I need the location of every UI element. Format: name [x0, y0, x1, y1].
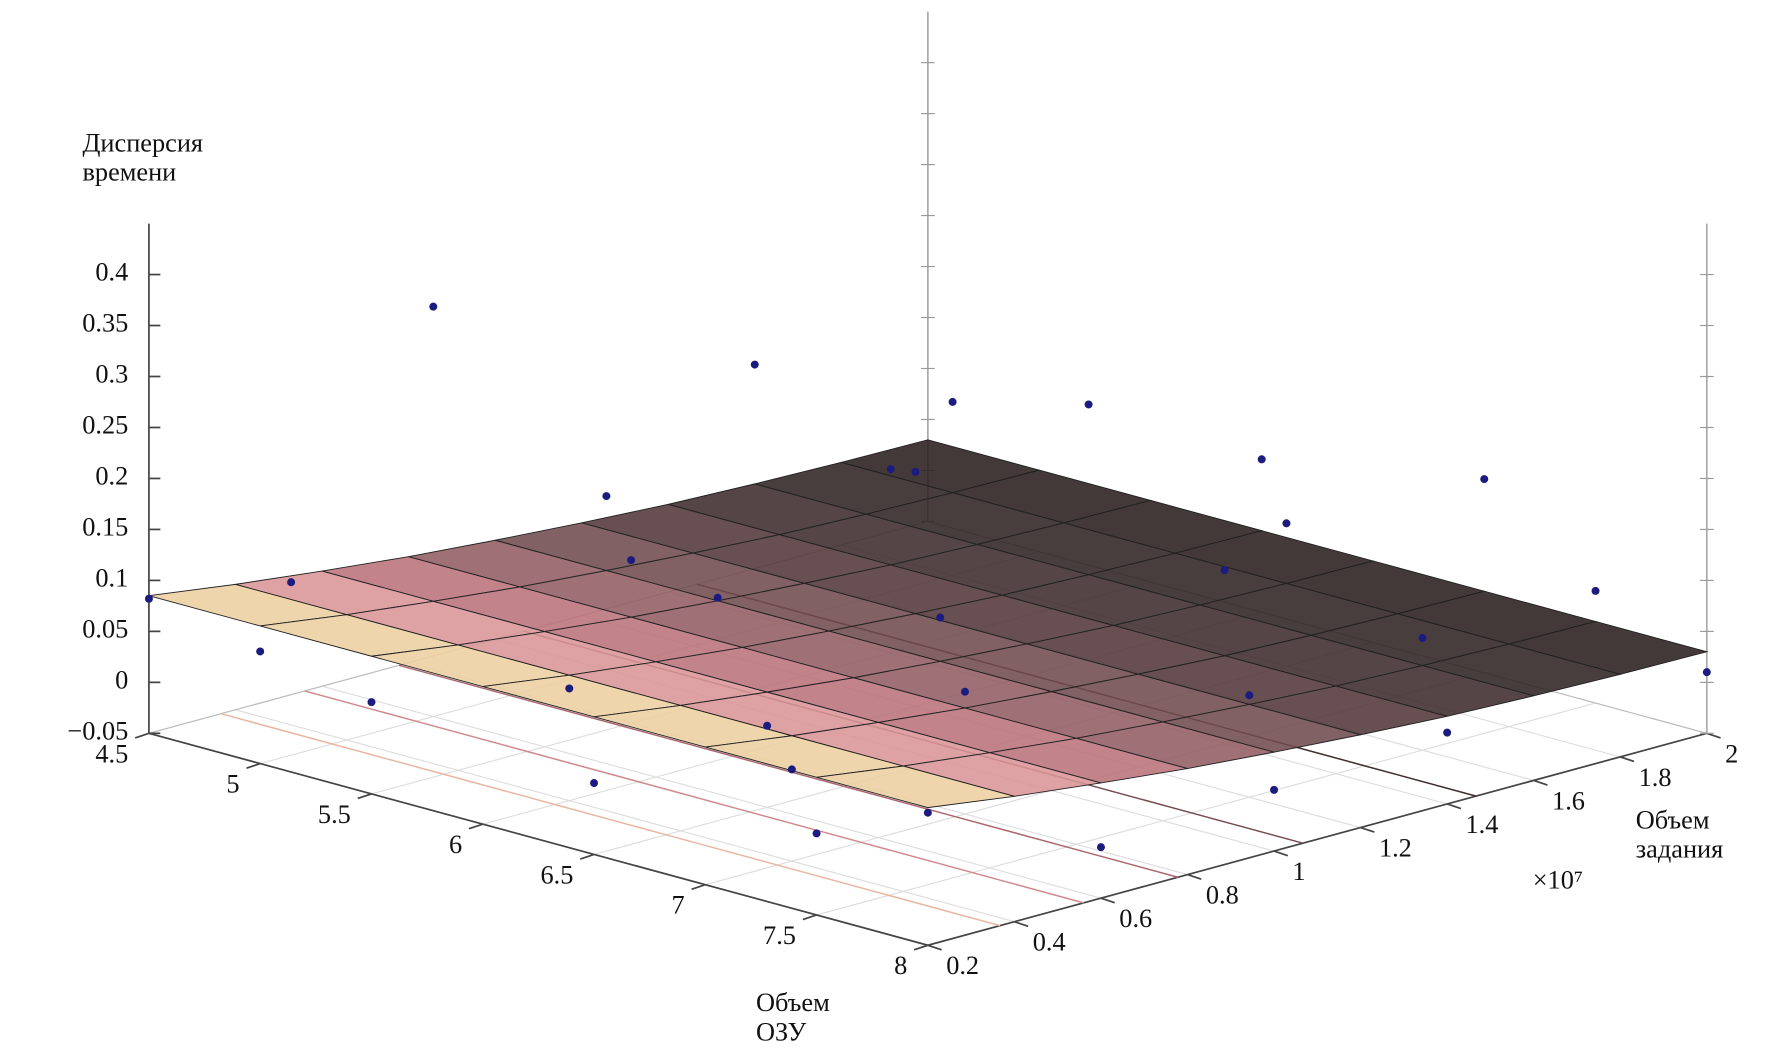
data-point: [1418, 633, 1427, 643]
z-tick-label: 0.1: [95, 563, 128, 592]
y-tick-mark: [1187, 873, 1202, 881]
x-tick-label: 5: [226, 770, 239, 799]
contour-line: [304, 690, 1084, 904]
data-point: [1270, 785, 1279, 794]
y-tick-mark: [1273, 850, 1289, 857]
data-point: [1220, 566, 1229, 575]
surface-patch: [816, 765, 1015, 809]
z-tick-label: 0.4: [95, 258, 128, 287]
data-point: [144, 594, 153, 603]
x-tick-mark: [802, 914, 817, 921]
x-tick-mark: [134, 732, 150, 739]
data-point: [948, 397, 957, 406]
y-tick-label: 0.4: [1033, 928, 1066, 957]
data-point: [911, 467, 920, 476]
y-axis-label: Объем: [1636, 806, 1710, 835]
x-axis-label: Объем: [756, 988, 830, 1017]
z-tick-label: 0.35: [82, 309, 128, 338]
y-tick-label: 0.6: [1119, 904, 1152, 933]
x-tick-label: 4.5: [95, 739, 128, 768]
x-tick-label: 8: [894, 951, 907, 980]
y-axis-label: задания: [1636, 834, 1723, 863]
y-tick-label: 1.8: [1639, 763, 1672, 792]
y-axis-line: [927, 732, 1708, 947]
x-tick-label: 7: [672, 891, 685, 920]
floor-grid-line: [235, 709, 1015, 923]
x-tick-mark: [913, 944, 929, 951]
y-tick-label: 0.2: [946, 951, 979, 980]
y-tick-mark: [1100, 897, 1115, 904]
x-axis-label: ОЗУ: [756, 1018, 807, 1047]
data-point: [750, 360, 759, 369]
floor-grid-line: [321, 685, 1102, 899]
z-tick-label: 0: [115, 665, 128, 694]
y-tick-mark: [1014, 920, 1029, 928]
data-point: [923, 808, 932, 817]
data-point: [886, 465, 895, 474]
z-axis-label: Дисперсия: [82, 129, 203, 158]
data-point: [1480, 475, 1489, 484]
y-tick-mark: [927, 944, 942, 951]
data-point: [1702, 668, 1711, 677]
y-tick-label: 1: [1292, 857, 1305, 886]
data-point: [287, 578, 296, 587]
data-point: [763, 721, 772, 730]
data-point: [1282, 519, 1291, 528]
data-point: [812, 829, 821, 838]
x-tick-label: 6.5: [540, 860, 573, 889]
z-tick-label: 0.3: [95, 360, 128, 389]
z-axis-label: времени: [82, 157, 176, 186]
y-tick-mark: [1533, 779, 1548, 786]
z-tick-label: 0.2: [95, 461, 128, 490]
y-tick-mark: [1619, 756, 1635, 763]
y-tick-label: 2: [1725, 739, 1738, 768]
data-point: [1443, 728, 1452, 737]
y-tick-label: 0.8: [1206, 881, 1239, 910]
x-tick-mark: [468, 823, 484, 830]
data-point: [590, 779, 599, 788]
z-tick-label: 0.25: [82, 411, 128, 440]
data-point: [602, 492, 611, 501]
x-tick-mark: [691, 883, 706, 891]
data-point: [787, 765, 796, 774]
floor-grid-line: [816, 702, 1596, 916]
data-point: [429, 302, 438, 311]
y-tick-label: 1.6: [1552, 786, 1585, 815]
data-point: [367, 698, 376, 707]
data-point: [1245, 691, 1254, 700]
x-tick-mark: [246, 762, 261, 769]
y-tick-label: 1.2: [1379, 833, 1412, 862]
data-point: [1591, 586, 1600, 595]
contour-line: [220, 712, 1001, 927]
y-tick-mark: [1446, 803, 1462, 810]
y-tick-mark: [1360, 826, 1375, 833]
z-tick-label: 0.15: [82, 512, 128, 541]
data-point: [936, 613, 945, 622]
data-point: [627, 556, 636, 565]
data-point: [565, 684, 574, 693]
data-point: [1257, 455, 1266, 464]
y-tick-mark: [1706, 732, 1721, 739]
x-tick-label: 7.5: [763, 921, 796, 950]
y-tick-label: 1.4: [1465, 810, 1498, 839]
axis-multiplier: ×10⁷: [1533, 865, 1583, 894]
data-point: [1084, 400, 1093, 409]
data-point: [713, 593, 722, 602]
x-tick-mark: [580, 853, 595, 860]
z-tick-label: 0.05: [82, 614, 128, 643]
data-point: [1096, 843, 1105, 852]
x-tick-label: 5.5: [318, 800, 351, 829]
data-point: [256, 647, 265, 656]
data-point: [960, 687, 969, 696]
x-tick-label: 6: [449, 830, 462, 859]
z-tick-label: −0.05: [67, 716, 128, 745]
x-axis-line: [148, 732, 929, 947]
x-tick-mark: [357, 793, 372, 800]
